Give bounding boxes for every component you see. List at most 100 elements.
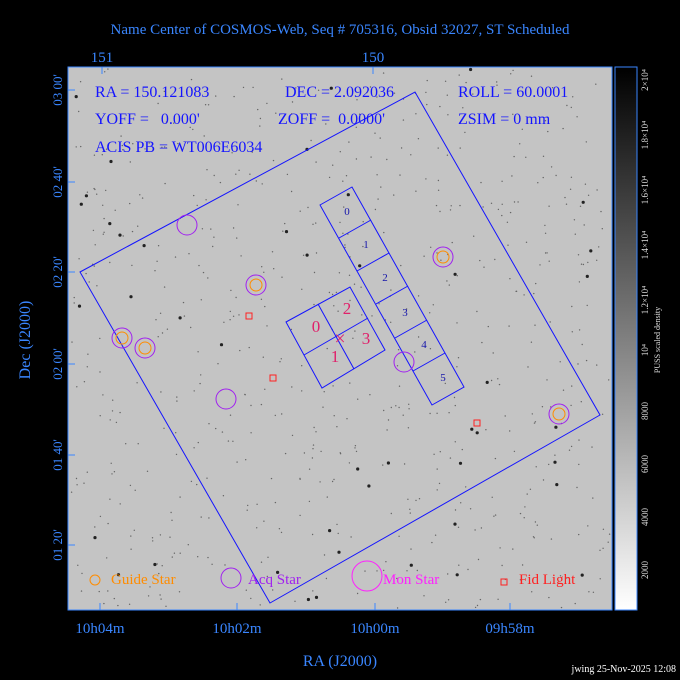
star — [202, 271, 205, 274]
star — [278, 528, 281, 530]
star — [399, 174, 401, 176]
star — [569, 188, 572, 190]
star — [382, 72, 385, 74]
star — [129, 161, 131, 163]
star — [585, 359, 588, 362]
star — [155, 319, 157, 321]
star — [111, 473, 113, 475]
star — [485, 429, 487, 431]
star — [492, 352, 494, 354]
star — [261, 183, 263, 185]
star — [536, 524, 538, 526]
star — [451, 241, 453, 244]
star — [336, 426, 338, 428]
star — [193, 194, 195, 197]
star — [284, 230, 289, 234]
star — [161, 332, 164, 334]
star — [230, 289, 232, 292]
star — [294, 600, 296, 602]
colorbar-tick-label: 4000 — [640, 508, 650, 527]
star — [346, 193, 350, 197]
star — [166, 328, 169, 330]
star — [396, 577, 398, 580]
star — [398, 406, 400, 409]
star — [315, 431, 317, 433]
star — [383, 569, 385, 572]
star — [533, 292, 535, 295]
star — [527, 366, 529, 368]
star — [156, 260, 158, 262]
star — [410, 548, 412, 550]
star — [303, 452, 306, 454]
star — [513, 450, 516, 453]
star — [208, 423, 210, 425]
star — [400, 264, 402, 267]
star — [326, 496, 328, 498]
star — [571, 385, 573, 387]
star — [560, 606, 563, 609]
star — [356, 467, 360, 471]
star — [544, 232, 547, 234]
colorbar — [614, 66, 638, 611]
y-tick-label: 02 40' — [50, 166, 65, 198]
star — [596, 259, 598, 261]
star — [161, 565, 163, 567]
star — [328, 291, 331, 294]
star — [440, 259, 442, 261]
star — [589, 249, 593, 253]
star — [507, 244, 509, 246]
star — [245, 459, 247, 461]
star — [188, 253, 190, 255]
star — [551, 87, 554, 89]
star — [362, 245, 364, 248]
star — [349, 382, 351, 384]
star — [257, 108, 259, 111]
star — [156, 563, 158, 565]
star — [134, 489, 136, 491]
star — [99, 371, 101, 373]
star — [163, 90, 165, 93]
star — [222, 495, 225, 497]
star — [393, 194, 395, 196]
star — [577, 254, 580, 256]
chip-label: 2 — [382, 272, 388, 284]
star — [458, 461, 463, 465]
star — [537, 182, 539, 184]
star — [446, 154, 449, 156]
star — [532, 536, 535, 538]
star — [574, 233, 576, 235]
star — [313, 303, 315, 306]
star — [485, 380, 489, 384]
star — [102, 394, 104, 396]
star — [339, 221, 341, 224]
star — [349, 299, 351, 302]
star — [600, 210, 602, 213]
star — [578, 281, 581, 283]
star — [78, 258, 80, 260]
chip-label: 0 — [344, 206, 350, 218]
star — [501, 214, 503, 217]
star — [555, 174, 557, 177]
star — [350, 95, 352, 97]
star — [272, 589, 274, 591]
star — [286, 173, 289, 176]
star — [282, 230, 284, 232]
star — [232, 315, 235, 317]
star — [204, 104, 207, 106]
star — [386, 461, 390, 465]
star — [232, 227, 235, 229]
star — [164, 146, 166, 148]
star — [229, 310, 231, 313]
star — [410, 154, 412, 156]
star — [497, 208, 500, 211]
aimpoint-marker: × — [334, 328, 345, 350]
star — [487, 325, 489, 328]
star — [474, 529, 476, 531]
star — [602, 547, 604, 549]
star — [348, 462, 351, 464]
star — [81, 572, 83, 575]
star — [549, 321, 551, 323]
star — [574, 602, 576, 605]
star — [259, 117, 262, 120]
star — [461, 448, 463, 451]
